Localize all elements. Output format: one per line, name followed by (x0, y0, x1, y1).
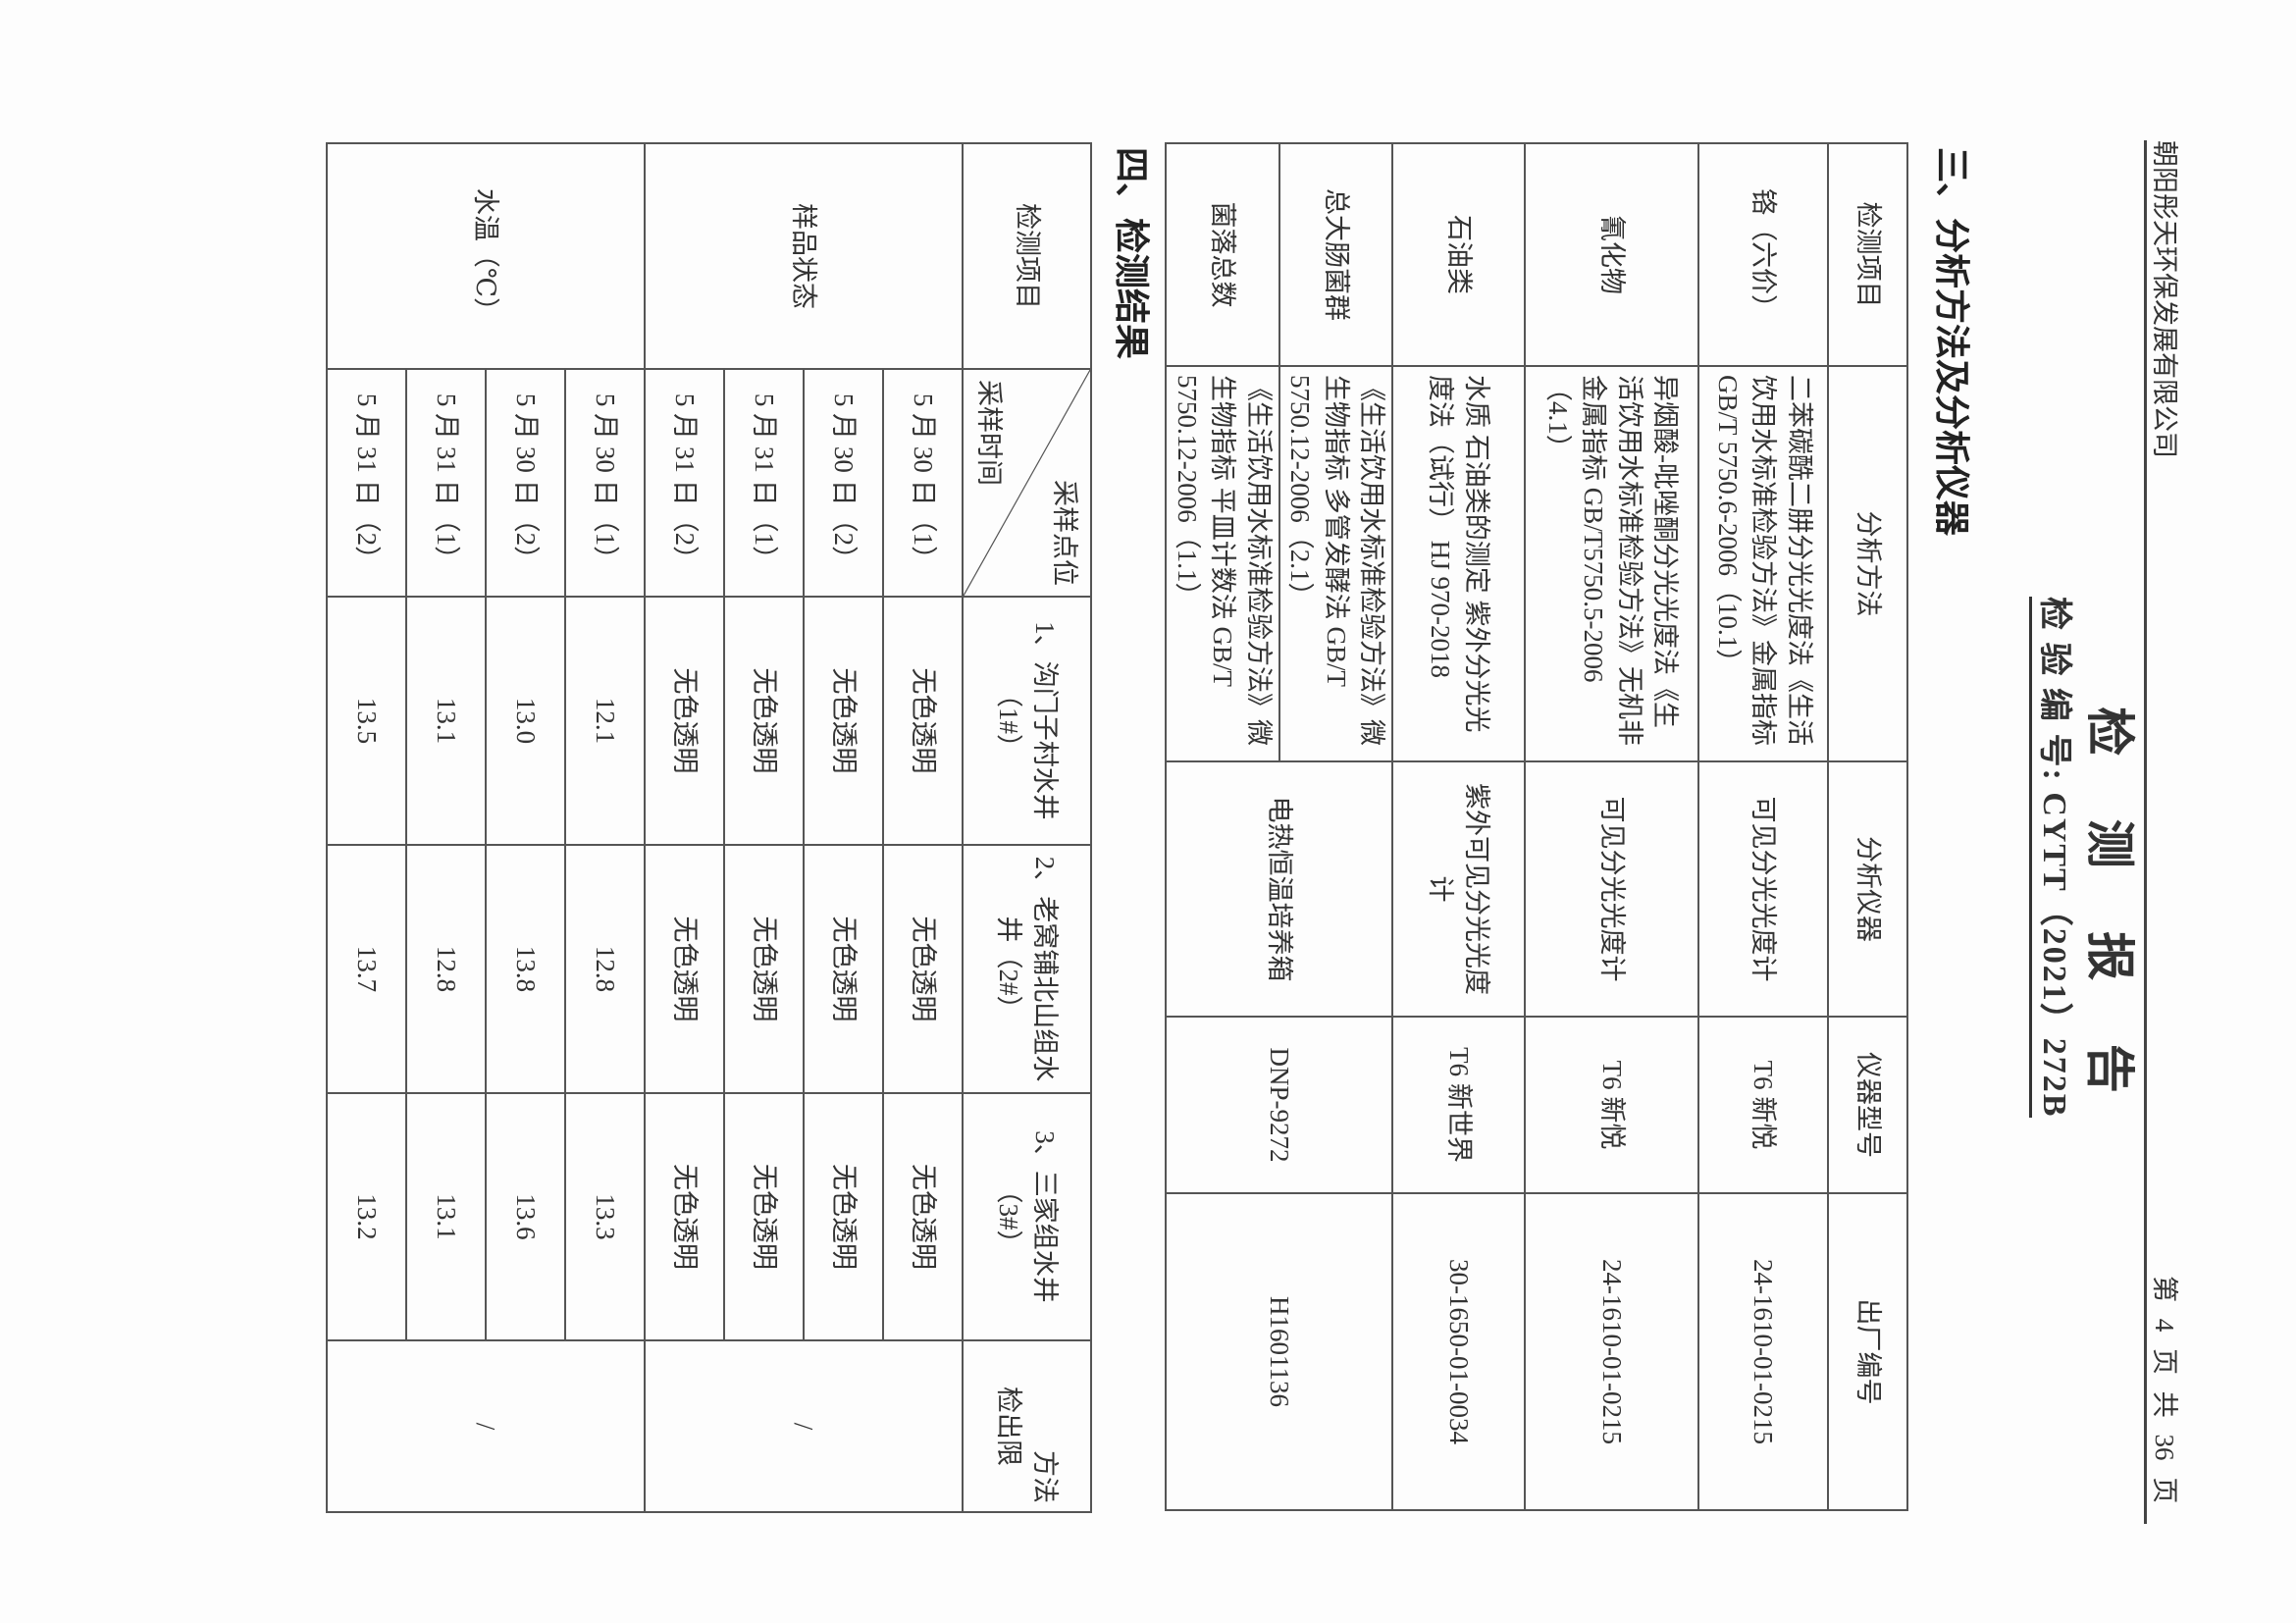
item-cell: 氰化物 (1525, 143, 1698, 366)
item-cell: 总大肠菌群 (1278, 143, 1392, 366)
table-row: 氰化物 异烟酸-吡唑酮分光光度法《生活饮用水标准检验方法》无机非金属指标 GB/… (1525, 143, 1698, 1510)
value-cell: 无色透明 (724, 1093, 804, 1340)
sampling-time-cell: 5 月 30 日（2） (486, 369, 565, 597)
value-cell: 无色透明 (804, 845, 883, 1093)
value-cell: 无色透明 (883, 1093, 963, 1340)
table-header-row: 检测项目 分析方法 分析仪器 仪器型号 出厂编号 (1828, 143, 1907, 1510)
value-cell: 无色透明 (883, 845, 963, 1093)
sampling-time-cell: 5 月 31 日（2） (327, 369, 406, 597)
site-header: 2、老窝铺北山组水井（2#） (963, 845, 1091, 1093)
item-cell: 铬（六价） (1698, 143, 1828, 366)
method-cell: 《生活饮用水标准检验方法》微生物指标 平皿计数法 GB/T 5750.12-20… (1166, 366, 1279, 761)
instrument-cell: 电热恒温培养箱 (1166, 761, 1392, 1017)
detection-limit-cell: / (645, 1340, 963, 1512)
serial-cell: 24-1610-01-0215 (1698, 1193, 1828, 1510)
value-cell: 13.7 (327, 845, 406, 1093)
value-cell: 12.1 (565, 597, 645, 845)
model-cell: T6 新悦 (1698, 1017, 1828, 1193)
column-header: 出厂编号 (1828, 1193, 1907, 1510)
value-cell: 13.3 (565, 1093, 645, 1340)
method-cell: 《生活饮用水标准检验方法》微生物指标 多管发酵法 GB/T 5750.12-20… (1278, 366, 1392, 761)
sampling-time-cell: 5 月 30 日（2） (804, 369, 883, 597)
value-cell: 无色透明 (724, 597, 804, 845)
value-cell: 无色透明 (645, 597, 724, 845)
value-cell: 无色透明 (804, 1093, 883, 1340)
table-header-row: 检测项目 采样点位 采样时间 1、沟门子村水井（1#） 2、老窝铺北山组水井（2… (963, 143, 1091, 1512)
value-cell: 无色透明 (645, 1093, 724, 1340)
limit-header-line2: 检出限 (994, 1387, 1024, 1466)
value-cell: 13.6 (486, 1093, 565, 1340)
limit-header-line1: 方法 (1029, 1450, 1060, 1503)
company-name: 朝阳彤天环保发展有限公司 (2150, 140, 2179, 458)
site-header: 3、三家组水井（3#） (963, 1093, 1091, 1340)
diagonal-line (964, 370, 1090, 596)
value-cell: 13.1 (406, 1093, 486, 1340)
item-cell: 菌落总数 (1166, 143, 1279, 366)
model-cell: DNP-9272 (1166, 1017, 1392, 1193)
diagonal-header-cell: 采样点位 采样时间 (963, 369, 1091, 597)
method-cell: 异烟酸-吡唑酮分光光度法《生活饮用水标准检验方法》无机非金属指标 GB/T575… (1525, 366, 1698, 761)
column-header: 分析仪器 (1828, 761, 1907, 1017)
detection-limit-cell: / (327, 1340, 645, 1512)
sampling-time-label: 采样时间 (974, 380, 1005, 486)
value-cell: 13.1 (406, 597, 486, 845)
item-cell: 石油类 (1392, 143, 1525, 366)
sampling-time-cell: 5 月 31 日（1） (724, 369, 804, 597)
instrument-cell: 可见分光光度计 (1525, 761, 1698, 1017)
sampling-site-label: 采样点位 (1050, 480, 1079, 586)
sampling-time-cell: 5 月 31 日（1） (406, 369, 486, 597)
section4-heading: 四、检测结果 (1112, 147, 1151, 360)
column-header-item: 检测项目 (963, 143, 1091, 369)
table-row: 石油类 水质 石油类的测定 紫外分光光度法（试行） HJ 970-2018 紫外… (1392, 143, 1525, 1510)
table-row: 水温（℃） 5 月 30 日（1） 12.1 12.8 13.3/ (327, 143, 645, 1512)
value-cell: 13.8 (486, 845, 565, 1093)
serial-cell: 24-1610-01-0215 (1525, 1193, 1698, 1510)
page-number: 第 4 页 共 36 页 (2150, 1276, 2179, 1504)
value-cell: 13.5 (327, 597, 406, 845)
model-cell: T6 新悦 (1525, 1017, 1698, 1193)
model-cell: T6 新世界 (1392, 1017, 1525, 1193)
table-row: 总大肠菌群 《生活饮用水标准检验方法》微生物指标 多管发酵法 GB/T 5750… (1166, 143, 1392, 1510)
sampling-time-cell: 5 月 30 日（1） (565, 369, 645, 597)
parameter-cell: 水温（℃） (327, 143, 645, 369)
value-cell: 无色透明 (883, 597, 963, 845)
method-cell: 二苯碳酰二肼分光光度法《生活饮用水标准检验方法》金属指标 GB/T 5750.6… (1698, 366, 1828, 761)
value-cell: 无色透明 (804, 597, 883, 845)
value-cell: 13.2 (327, 1093, 406, 1340)
report-title: 检 测 报 告 (2082, 707, 2137, 1119)
instrument-cell: 可见分光光度计 (1698, 761, 1828, 1017)
report-number: 检 验 编 号: CYTT（2021）272B (2029, 597, 2082, 1119)
value-cell: 12.8 (406, 845, 486, 1093)
serial-cell: H1601136 (1166, 1193, 1392, 1510)
sampling-time-cell: 5 月 30 日（1） (883, 369, 963, 597)
table-row: 样品状态 5 月 30 日（1） 无色透明 无色透明 无色透明 / (645, 143, 963, 1512)
parameter-cell: 样品状态 (645, 143, 963, 369)
value-cell: 无色透明 (724, 845, 804, 1093)
table-row: 铬（六价） 二苯碳酰二肼分光光度法《生活饮用水标准检验方法》金属指标 GB/T … (1698, 143, 1828, 1510)
instrument-cell: 紫外可见分光光度计 (1392, 761, 1525, 1017)
column-header: 仪器型号 (1828, 1017, 1907, 1193)
column-header: 检测项目 (1828, 143, 1907, 366)
value-cell: 13.0 (486, 597, 565, 845)
methods-table: 检测项目 分析方法 分析仪器 仪器型号 出厂编号 铬（六价） 二苯碳酰二肼分光光… (1165, 142, 1908, 1511)
value-cell: 12.8 (565, 845, 645, 1093)
results-table: 检测项目 采样点位 采样时间 1、沟门子村水井（1#） 2、老窝铺北山组水井（2… (326, 142, 1092, 1513)
section3-heading: 三、分析方法及分析仪器 (1932, 147, 1971, 537)
serial-cell: 30-1650-01-0034 (1392, 1193, 1525, 1510)
sampling-time-cell: 5 月 31 日（2） (645, 369, 724, 597)
site-header: 1、沟门子村水井（1#） (963, 597, 1091, 845)
method-cell: 水质 石油类的测定 紫外分光光度法（试行） HJ 970-2018 (1392, 366, 1525, 761)
detection-limit-header: 方法 检出限 (963, 1340, 1091, 1512)
value-cell: 无色透明 (645, 845, 724, 1093)
column-header: 分析方法 (1828, 366, 1907, 761)
